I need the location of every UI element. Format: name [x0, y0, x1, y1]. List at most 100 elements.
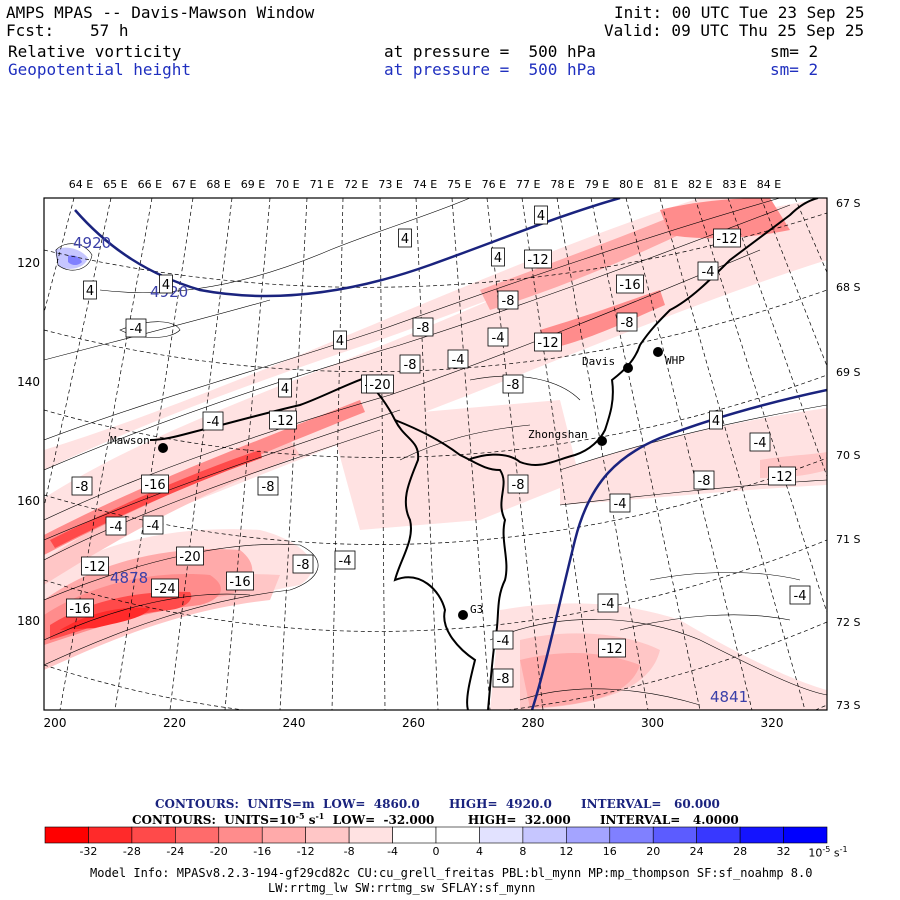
- svg-text:-12: -12: [527, 253, 548, 268]
- vorticity-contour-info: CONTOURS: UNITS=10-5 s-1 LOW= -32.000 HI…: [132, 811, 739, 827]
- longitude-label: 68 E: [206, 178, 231, 191]
- contour-value-label: -24: [151, 578, 179, 598]
- station-label-zhongshan: Zhongshan: [528, 428, 588, 441]
- svg-text:-4: -4: [110, 520, 123, 535]
- contour-value-label: -4: [749, 432, 771, 452]
- x-tick-label: 240: [282, 716, 306, 730]
- colorbar-swatch: [609, 826, 654, 844]
- field1-level: at pressure = 500 hPa: [384, 42, 596, 61]
- colorbar-swatch: [783, 826, 828, 844]
- contour-value-label: -4: [697, 261, 719, 281]
- svg-text:4: 4: [336, 334, 344, 349]
- contour-value-label: -4: [142, 515, 164, 535]
- longitude-label: 67 E: [171, 178, 197, 191]
- height-contour-info: CONTOURS: UNITS=m LOW= 4860.0 HIGH= 4920…: [155, 797, 720, 811]
- station-label-g3: G3: [470, 603, 483, 616]
- svg-text:-12: -12: [537, 336, 558, 351]
- height-label: 4841: [710, 688, 748, 706]
- contour-value-label: 4: [333, 330, 347, 350]
- contour-value-label: 4: [491, 247, 505, 267]
- latitude-label: 69 S: [836, 366, 861, 379]
- forecast-label: Fcst:: [6, 21, 55, 40]
- svg-text:-4: -4: [602, 597, 615, 612]
- svg-text:-8: -8: [621, 316, 634, 331]
- x-tick-label: 220: [163, 716, 186, 730]
- colorbar-swatch: [739, 826, 784, 844]
- geopotential-contours: [74, 198, 827, 710]
- contour-value-label: -4: [609, 493, 631, 513]
- contour-value-label: -4: [789, 585, 811, 605]
- colorbar-tick-label: -16: [253, 845, 272, 858]
- colorbar-swatch: [218, 826, 263, 844]
- height-label: 4920: [73, 234, 111, 252]
- colorbar-tick-label: 0: [432, 845, 440, 858]
- init-time: Init: 00 UTC Tue 23 Sep 25: [614, 3, 865, 22]
- x-tick-label: 280: [521, 716, 545, 730]
- svg-text:-8: -8: [262, 480, 275, 495]
- contour-value-labels: 4 4 4 4 4 4 4 4 -4 -4 -4 -4 -4 -4 -4 -4 -4 -4 -4 -4 -4 -8 -8 -8…: [66, 205, 811, 688]
- latitude-label: 71 S: [836, 533, 861, 546]
- svg-text:-8: -8: [76, 480, 89, 495]
- contour-value-label: -12: [713, 228, 741, 248]
- svg-text:-4: -4: [130, 322, 143, 337]
- contour-value-label: -12: [534, 332, 562, 352]
- colorbar-tick-label: 4: [475, 845, 483, 858]
- svg-text:-4: -4: [207, 415, 220, 430]
- longitude-label: 66 E: [137, 178, 163, 191]
- contour-value-label: 4: [709, 410, 723, 430]
- longitude-label: 80 E: [619, 178, 644, 191]
- colorbar-swatch: [566, 826, 611, 844]
- longitude-label: 84 E: [756, 178, 782, 191]
- colorbar-swatch: [175, 826, 220, 844]
- colorbar-swatch: [696, 826, 741, 844]
- field1-smoothing: sm= 2: [770, 42, 819, 61]
- longitude-label: 72 E: [343, 178, 369, 191]
- colorbar-tick-label: -8: [343, 845, 355, 858]
- latitude-label: 68 S: [836, 281, 861, 294]
- contour-value-label: -12: [768, 466, 796, 486]
- contour-value-label: -16: [66, 598, 94, 618]
- field1-name: Relative vorticity: [8, 42, 182, 61]
- station-markers: [158, 347, 663, 620]
- svg-text:4: 4: [494, 251, 502, 266]
- svg-text:-8: -8: [698, 474, 711, 489]
- colorbar-swatch: [44, 826, 89, 844]
- longitude-label: 83 E: [722, 178, 747, 191]
- contour-value-label: -8: [693, 470, 715, 490]
- y-tick-label: 140: [17, 375, 40, 389]
- longitude-label: 65 E: [103, 178, 128, 191]
- model-info-line1: Model Info: MPASv8.2.3-194-gf29cd82c CU:…: [90, 866, 813, 880]
- contour-value-label: -12: [524, 249, 552, 269]
- contour-value-label: -4: [125, 318, 147, 338]
- svg-text:-8: -8: [502, 294, 515, 309]
- longitude-label: 77 E: [515, 178, 541, 191]
- contour-value-label: -8: [497, 290, 519, 310]
- contour-value-label: -8: [492, 668, 514, 688]
- svg-text:4: 4: [162, 278, 170, 293]
- svg-text:-4: -4: [497, 634, 510, 649]
- colorbar-swatch: [305, 826, 350, 844]
- contour-value-label: -4: [492, 630, 514, 650]
- contour-value-label: -8: [257, 476, 279, 496]
- svg-text:-4: -4: [754, 436, 767, 451]
- svg-text:-16: -16: [229, 575, 250, 590]
- contour-value-label: -20: [176, 546, 204, 566]
- contour-value-label: 4: [534, 205, 548, 225]
- svg-text:4: 4: [281, 382, 289, 397]
- svg-text:-8: -8: [417, 321, 430, 336]
- colorbar-tick-label: -24: [166, 845, 185, 858]
- svg-text:-20: -20: [179, 550, 200, 565]
- longitude-label: 71 E: [309, 178, 335, 191]
- contour-value-label: -12: [81, 556, 109, 576]
- svg-text:4: 4: [537, 209, 545, 224]
- contour-value-label: -8: [616, 312, 638, 332]
- y-tick-label: 160: [17, 494, 40, 508]
- contour-value-label: -20: [366, 374, 394, 394]
- latitude-label: 72 S: [836, 616, 861, 629]
- contour-value-label: -4: [105, 516, 127, 536]
- contour-value-label: -16: [226, 571, 254, 591]
- svg-text:-16: -16: [69, 602, 90, 617]
- x-tick-label: 260: [402, 716, 425, 730]
- colorbar-tick-label: -20: [209, 845, 228, 858]
- station-label-davis: Davis: [582, 355, 615, 368]
